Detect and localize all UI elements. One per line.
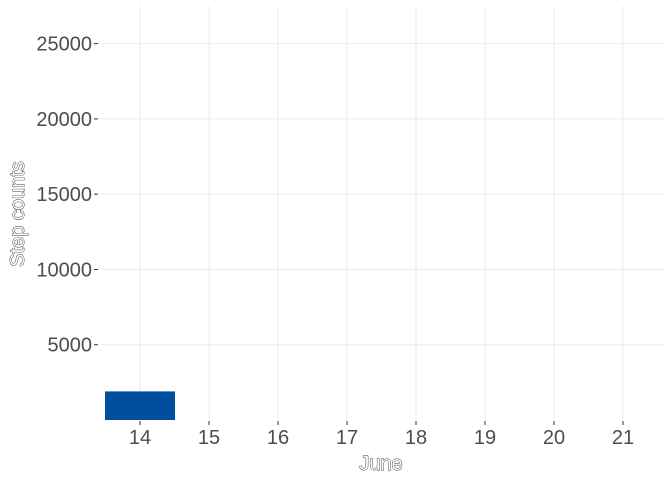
x-axis-title: June <box>359 453 402 475</box>
x-axis: 14 15 16 17 18 19 20 21 <box>129 421 634 449</box>
x-tick-label: 20 <box>543 427 565 449</box>
y-gridlines <box>100 43 664 346</box>
y-axis-title: Step counts <box>7 161 29 267</box>
x-tick-label: 21 <box>612 427 634 449</box>
y-tick-label: 25000 <box>36 34 92 56</box>
x-tick-label: 14 <box>129 427 151 449</box>
y-tick-label: 15000 <box>36 184 92 206</box>
x-tick-label: 16 <box>267 427 289 449</box>
y-tick-label: 10000 <box>36 259 92 281</box>
x-gridlines <box>139 6 624 420</box>
x-tick-label: 18 <box>405 427 427 449</box>
y-tick-label: 5000 <box>48 335 93 357</box>
x-tick-label: 15 <box>198 427 220 449</box>
bar <box>105 391 175 420</box>
x-tick-label: 19 <box>474 427 496 449</box>
y-axis: 5000 10000 15000 20000 25000 <box>36 34 98 357</box>
x-tick-label: 17 <box>336 427 358 449</box>
y-tick-label: 20000 <box>36 109 92 131</box>
bars <box>105 391 175 420</box>
